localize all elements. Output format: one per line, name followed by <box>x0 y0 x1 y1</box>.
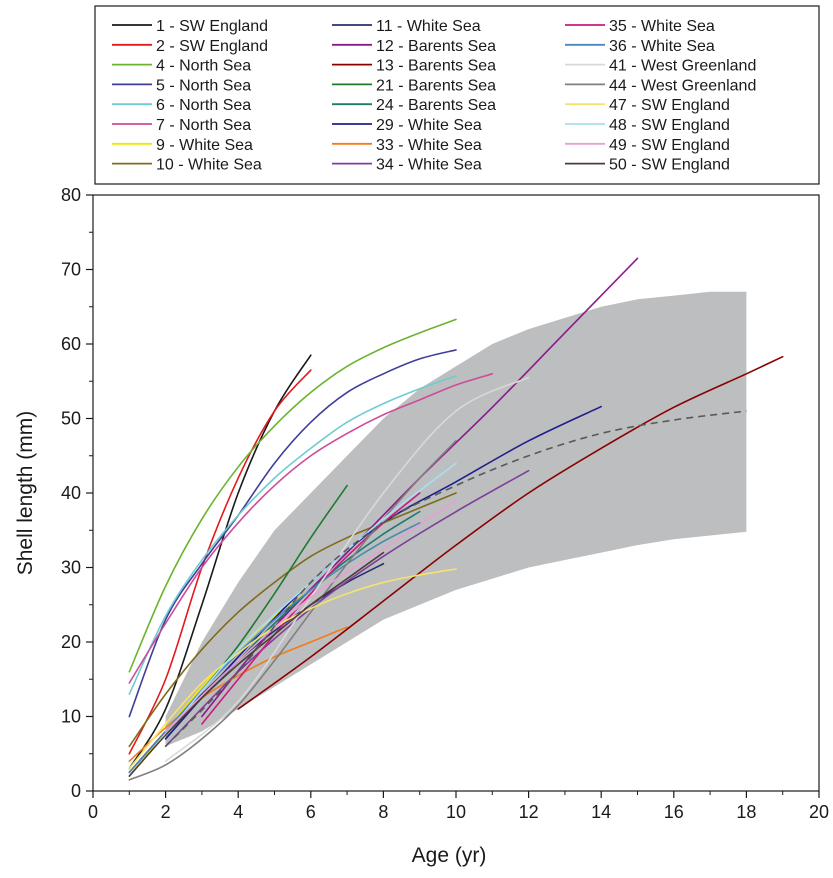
x-tick-label: 4 <box>233 802 243 822</box>
legend-label: 9 - White Sea <box>156 137 253 154</box>
legend-label: 12 - Barents Sea <box>376 38 496 55</box>
y-tick-label: 60 <box>61 334 81 354</box>
y-tick-label: 40 <box>61 483 81 503</box>
legend-label: 36 - White Sea <box>609 38 715 55</box>
y-tick-label: 30 <box>61 558 81 578</box>
series-line-6 <box>128 373 494 684</box>
series-line-8 <box>128 492 457 748</box>
legend-label: 4 - North Sea <box>156 58 251 75</box>
series-line-18 <box>128 522 421 774</box>
legend-label: 13 - Barents Sea <box>376 58 496 75</box>
legend-label: 6 - North Sea <box>156 97 251 114</box>
series-line-16 <box>164 469 530 748</box>
envelope-band <box>165 291 747 747</box>
series-line-4 <box>128 349 457 718</box>
x-tick-label: 2 <box>161 802 171 822</box>
legend-box <box>94 5 820 185</box>
legend-label: 5 - North Sea <box>156 77 251 94</box>
y-tick-label: 70 <box>61 260 81 280</box>
legend-label: 10 - White Sea <box>156 157 262 174</box>
series-line-11 <box>237 355 784 710</box>
x-tick-label: 16 <box>664 802 684 822</box>
series-line-2 <box>128 369 312 755</box>
series-layer <box>128 257 784 781</box>
legend-label: 1 - SW England <box>156 18 268 35</box>
series-line-21 <box>128 568 457 770</box>
x-tick-label: 10 <box>446 802 466 822</box>
y-tick-label: 10 <box>61 707 81 727</box>
series-line-5 <box>128 375 457 695</box>
series-line-23 <box>164 499 457 733</box>
legend-label: 47 - SW England <box>609 97 730 114</box>
legend: 1 - SW England 2 - SW England 4 - North Se… <box>112 18 756 174</box>
legend-label: 7 - North Sea <box>156 117 251 134</box>
legend-label: 33 - White Sea <box>376 137 482 154</box>
legend-label: 34 - White Sea <box>376 157 482 174</box>
legend-label: 11 - White Sea <box>376 18 481 35</box>
x-tick-label: 12 <box>519 802 539 822</box>
envelope-layer <box>165 291 747 747</box>
legend-label: 50 - SW England <box>609 157 730 174</box>
series-line-15 <box>128 626 348 762</box>
series-line-20 <box>128 440 457 781</box>
x-tick-label: 6 <box>306 802 316 822</box>
axes: 0 2 4 6 8 10 12 14 16 18 20 0 10 20 30 40 50 60 70 80 <box>61 185 829 822</box>
x-tick-label: 8 <box>378 802 388 822</box>
x-tick-label: 14 <box>591 802 611 822</box>
mean-curve <box>165 410 747 747</box>
series-line-3 <box>128 318 457 673</box>
y-axis-title: Shell length (mm) <box>14 411 37 576</box>
legend-label: 48 - SW England <box>609 117 730 134</box>
y-tick-label: 0 <box>71 781 81 801</box>
series-line-19 <box>164 376 530 762</box>
legend-label: 49 - SW England <box>609 137 730 154</box>
legend-label: 41 - West Greenland <box>609 58 756 75</box>
x-tick-label: 18 <box>736 802 756 822</box>
y-tick-label: 80 <box>61 185 81 205</box>
legend-label: 44 - West Greenland <box>609 77 756 94</box>
legend-label: 35 - White Sea <box>609 18 715 35</box>
y-tick-label: 20 <box>61 632 81 652</box>
x-axis-title: Age (yr) <box>412 844 487 867</box>
y-tick-label: 50 <box>61 409 81 429</box>
x-tick-label: 0 <box>88 802 98 822</box>
legend-label: 2 - SW England <box>156 38 268 55</box>
x-tick-label: 20 <box>809 802 829 822</box>
legend-label: 29 - White Sea <box>376 117 482 134</box>
legend-label: 24 - Barents Sea <box>376 97 496 114</box>
legend-label: 21 - Barents Sea <box>376 77 496 94</box>
